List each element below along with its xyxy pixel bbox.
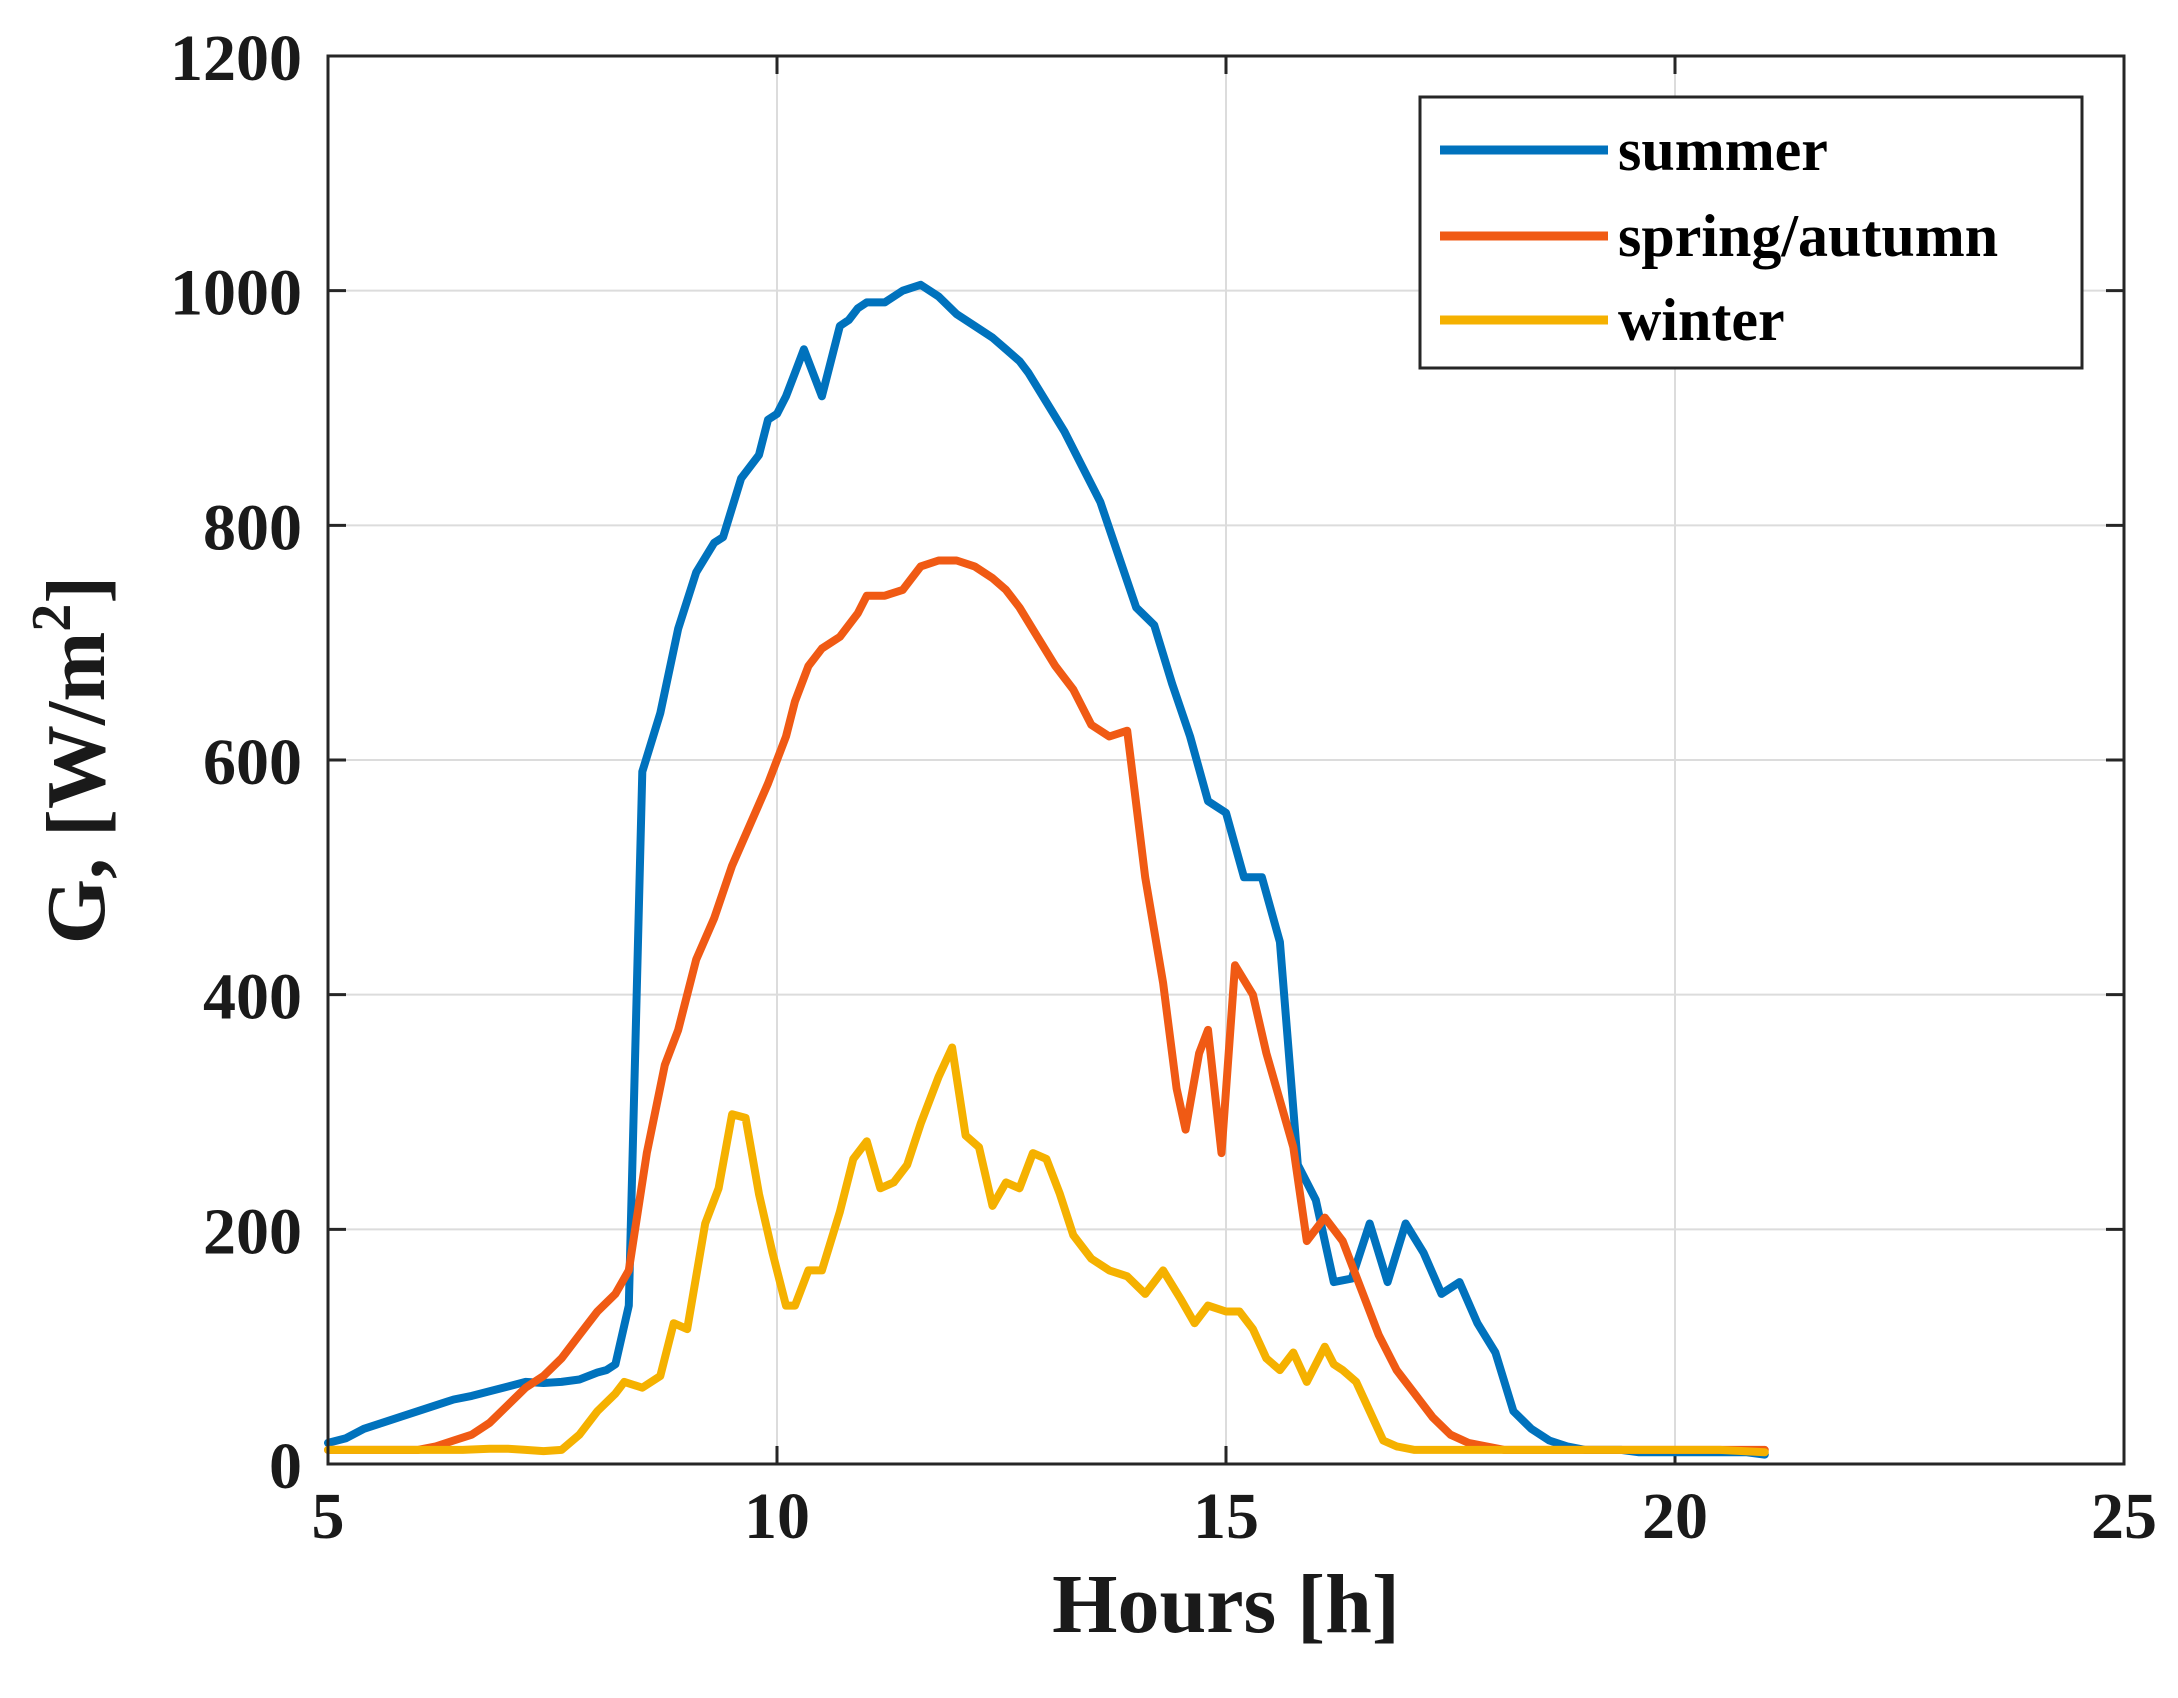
legend: summer spring/autumn winter <box>1418 95 2084 370</box>
plot-frame <box>326 54 2126 1466</box>
y-tick-label: 400 <box>203 961 302 1034</box>
series-line-winter <box>324 1043 1769 1457</box>
x-tick-label: 20 <box>1642 1480 1708 1553</box>
series-line-summer <box>324 280 1769 1459</box>
y-tick-label: 0 <box>269 1430 302 1503</box>
y-axis-label-close: ] <box>30 576 123 604</box>
x-tick-label: 25 <box>2091 1480 2157 1553</box>
y-tick-label: 200 <box>203 1195 302 1268</box>
y-tick-label: 600 <box>203 726 302 799</box>
svg-text:G, [W/m2]: G, [W/m2] <box>21 576 123 945</box>
y-tick-label: 1200 <box>170 22 302 95</box>
series-layer <box>324 280 1769 1459</box>
y-axis-label-superscript: 2 <box>21 604 83 632</box>
legend-label-spring-autumn: spring/autumn <box>1618 203 1998 269</box>
y-axis-label: G, [W/m2] <box>21 576 123 945</box>
x-tick-label: 5 <box>312 1480 345 1553</box>
x-tick-label: 15 <box>1193 1480 1259 1553</box>
legend-item-winter: winter <box>1440 287 1785 353</box>
y-axis-label-main: G, [W/m <box>30 632 123 945</box>
y-tick-label: 800 <box>203 491 302 564</box>
x-axis-label: Hours [h] <box>1052 1558 1400 1651</box>
legend-label-summer: summer <box>1618 117 1828 183</box>
legend-item-summer: summer <box>1440 117 1828 183</box>
series-line-spring-autumn <box>324 556 1769 1454</box>
x-tick-label: 10 <box>744 1480 810 1553</box>
legend-item-spring-autumn: spring/autumn <box>1440 203 1998 269</box>
tick-labels: 5 10 15 20 25 0 200 400 600 800 1000 1200 <box>170 22 2157 1553</box>
y-tick-label: 1000 <box>170 257 302 330</box>
legend-label-winter: winter <box>1618 287 1785 353</box>
